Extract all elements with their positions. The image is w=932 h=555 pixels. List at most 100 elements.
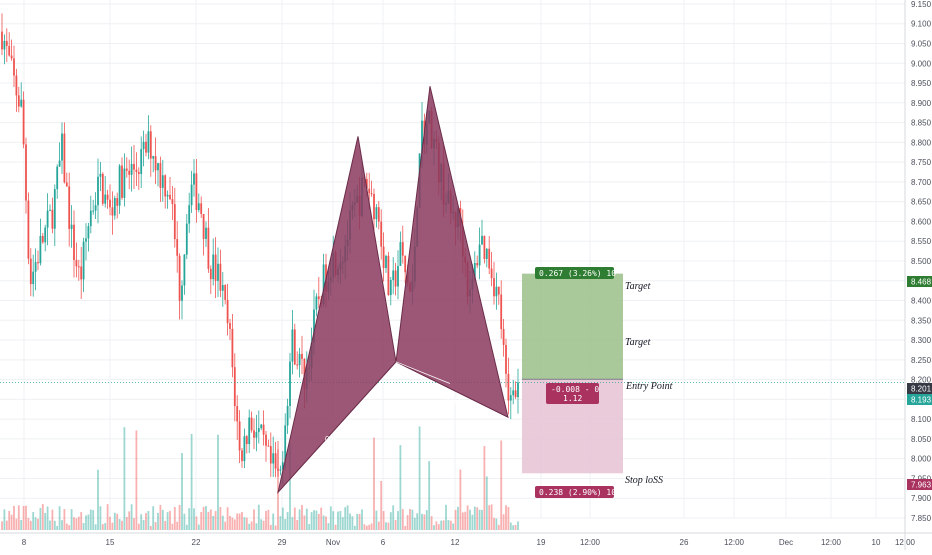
candle-body — [514, 390, 517, 398]
candle-body — [473, 262, 476, 279]
candle-body — [313, 309, 315, 343]
candle-body — [380, 221, 383, 247]
candle-body — [269, 446, 272, 464]
candle-body — [265, 434, 267, 446]
candle-body — [190, 184, 193, 206]
candle-body — [365, 179, 368, 189]
y-tick-label: 8.000 — [911, 455, 932, 464]
volume-bar — [154, 522, 157, 530]
volume-bar — [130, 504, 133, 530]
volume-bar — [243, 517, 246, 530]
candle-body — [68, 186, 71, 229]
pattern-ratio-ab: 0.6 — [325, 435, 337, 444]
y-tick-label: 8.900 — [911, 99, 932, 108]
volume-bar — [483, 446, 486, 530]
candle-body — [61, 133, 63, 161]
volume-bar — [514, 525, 517, 530]
volume-bar — [80, 512, 83, 530]
pattern-leg-white — [395, 361, 451, 384]
candle-body — [248, 417, 251, 445]
candle-body — [404, 255, 407, 273]
volume-bar — [58, 506, 61, 530]
y-tick-label: 8.650 — [911, 198, 932, 207]
volume-bar — [435, 521, 438, 530]
volume-bar — [193, 508, 195, 530]
volume-bar — [327, 523, 330, 530]
volume-bar — [305, 508, 308, 530]
volume-bar — [212, 515, 215, 530]
candle-body — [497, 286, 500, 295]
volume-bar — [447, 520, 450, 530]
volume-bar — [478, 509, 481, 530]
volume-bar — [149, 525, 152, 530]
volume-bar — [142, 520, 145, 530]
volume-bar — [10, 514, 13, 530]
volume-bar — [97, 469, 99, 530]
volume-bar — [274, 525, 277, 530]
volume-bar — [245, 517, 248, 530]
price-tag-current-text: 8.193 — [911, 396, 932, 405]
volume-bar — [293, 507, 296, 530]
candle-body — [41, 235, 44, 243]
volume-bar — [329, 506, 332, 530]
volume-bar — [147, 510, 150, 530]
x-tick-label: 12 — [451, 538, 460, 547]
volume-bar — [339, 511, 342, 530]
volume-bar — [101, 524, 104, 530]
y-tick-label: 8.050 — [911, 435, 932, 444]
candle-body — [53, 189, 56, 229]
volume-bar — [99, 506, 102, 530]
candle-body — [142, 141, 145, 150]
candle-body — [197, 203, 200, 211]
y-tick-label: 7.900 — [911, 494, 932, 503]
candle-body — [200, 203, 203, 214]
x-tick-label: 8 — [22, 538, 27, 547]
volume-bar — [341, 517, 344, 530]
volume-bar — [509, 522, 512, 530]
volume-bar — [317, 513, 320, 530]
volume-bar — [421, 513, 423, 530]
volume-bar — [8, 510, 11, 530]
candle-body — [267, 445, 270, 447]
pnl-tag-label: -0.008 - 0 — [551, 385, 599, 394]
volume-bar — [437, 524, 440, 530]
volume-bar — [337, 511, 339, 530]
candle-body — [202, 213, 205, 239]
volume-bar — [382, 511, 385, 530]
harmonic-pattern — [277, 86, 509, 495]
candle-body — [272, 453, 275, 464]
candle-body — [29, 258, 32, 285]
volume-bar — [178, 504, 181, 530]
candle-body — [253, 430, 255, 438]
candle-body — [1, 31, 3, 50]
candle-body — [27, 200, 30, 259]
candle-body — [32, 271, 35, 285]
volume-bar — [181, 453, 183, 530]
candle-body — [370, 193, 373, 195]
candle-body — [99, 173, 102, 177]
price-tag-target — [907, 276, 932, 287]
volume-bar — [370, 523, 373, 530]
candle-body — [243, 436, 246, 462]
candle-body — [130, 163, 133, 175]
candle-body — [315, 296, 318, 310]
volume-bar — [315, 510, 318, 530]
volume-bar — [238, 513, 241, 530]
volume-bar — [70, 509, 73, 530]
volume-bar — [159, 504, 162, 530]
volume-bar — [183, 513, 186, 530]
stop-tag-box — [535, 486, 614, 498]
candle-body — [3, 40, 6, 50]
volume-bar — [493, 517, 495, 530]
candle-body — [478, 244, 481, 266]
volume-bar — [56, 525, 59, 530]
candle-body — [133, 163, 135, 170]
candle-body — [181, 285, 183, 301]
candle-body — [15, 75, 18, 96]
volume-bar — [207, 511, 210, 530]
volume-bar — [430, 516, 433, 530]
volume-bar — [44, 512, 47, 530]
